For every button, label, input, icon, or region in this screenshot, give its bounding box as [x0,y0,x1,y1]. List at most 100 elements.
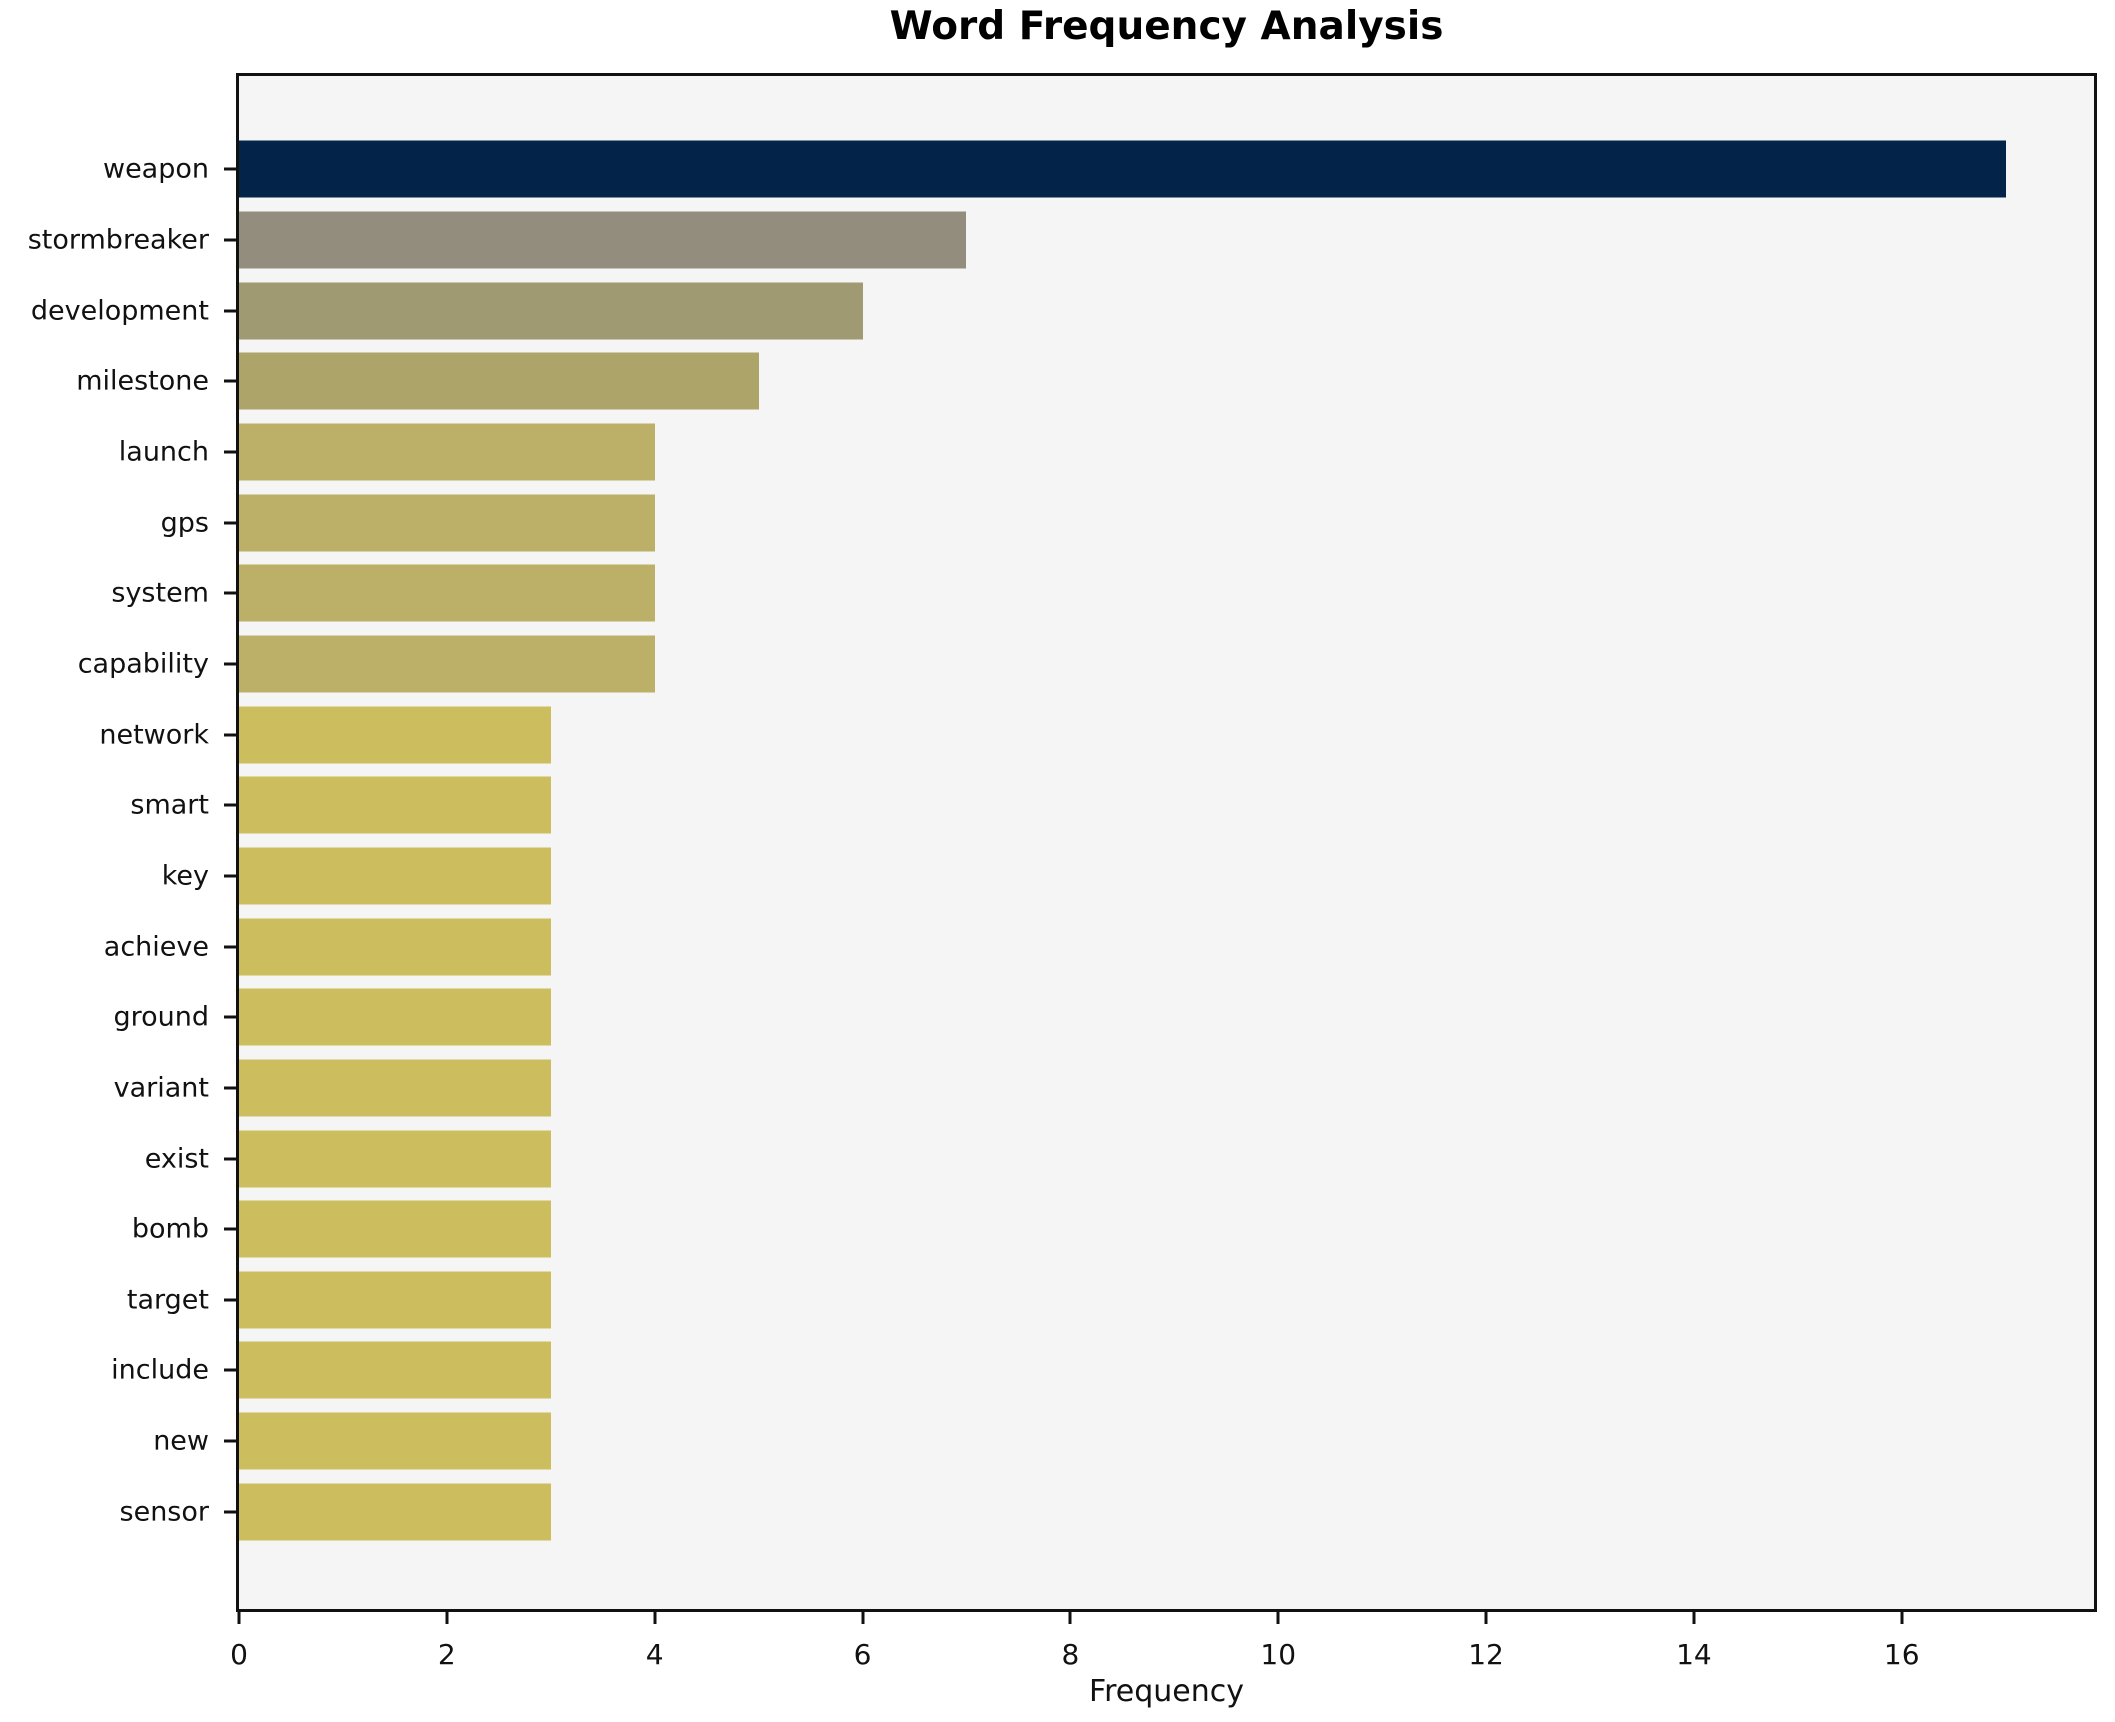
bar-smart [239,776,551,834]
bar-row: exist [145,1123,2094,1194]
y-axis-label: sensor [119,1496,209,1528]
y-axis-label: variant [113,1072,209,1104]
x-tick-label: 4 [645,1638,664,1671]
chart-title: Word Frequency Analysis [889,4,1444,49]
bar-development [239,282,863,340]
bars-container: weapon stormbreaker development milestone la… [28,76,2094,1609]
bar-row: milestone [76,346,2094,417]
bar-sensor [239,1483,551,1541]
bar-system [239,564,655,622]
y-tick [224,1227,236,1231]
x-tick [1068,1612,1072,1624]
x-tick-label: 16 [1883,1638,1920,1671]
y-tick [224,874,236,878]
y-axis-label: key [161,860,209,892]
bar-stormbreaker [239,211,967,269]
bar-milestone [239,352,759,410]
bar-target [239,1271,551,1329]
y-tick [224,1510,236,1514]
y-tick [224,662,236,666]
y-tick [224,1015,236,1019]
y-axis-label: launch [118,436,209,468]
y-axis-label: weapon [102,153,209,185]
y-axis-label: smart [130,789,209,821]
y-axis-label: system [111,577,209,609]
bar-gps [239,494,655,552]
y-tick [224,1368,236,1372]
x-tick [237,1612,241,1624]
x-tick [1900,1612,1904,1624]
y-tick [224,1086,236,1090]
y-axis-label: development [30,295,209,327]
bar-ground [239,988,551,1046]
y-axis-label: stormbreaker [27,224,209,256]
x-tick [653,1612,657,1624]
y-axis-label: target [126,1284,209,1316]
bar-new [239,1412,551,1470]
bar-row: stormbreaker [28,205,2094,276]
y-tick [224,803,236,807]
y-axis-label: bomb [131,1213,209,1245]
x-tick [1692,1612,1696,1624]
y-tick [224,591,236,595]
bar-capability [239,635,655,693]
y-tick [224,238,236,242]
y-tick [224,167,236,171]
y-tick [224,733,236,737]
bar-achieve [239,918,551,976]
y-axis-label: include [111,1354,209,1386]
y-axis-label: new [153,1425,209,1457]
y-tick [224,1439,236,1443]
x-tick-label: 6 [853,1638,872,1671]
x-axis-label: Frequency [1089,1674,1244,1709]
bar-network [239,706,551,764]
bar-row: sensor [120,1476,2094,1547]
bar-row: network [99,699,2094,770]
bar-row: achieve [104,911,2094,982]
bar-launch [239,423,655,481]
x-tick-label: 0 [230,1638,248,1671]
y-axis-label: capability [77,648,209,680]
y-axis-label: network [99,719,209,751]
bar-variant [239,1059,551,1117]
bar-row: include [111,1335,2094,1406]
x-tick-label: 10 [1260,1638,1297,1671]
bar-include [239,1341,551,1399]
x-tick-label: 2 [437,1638,456,1671]
x-tick [1276,1612,1280,1624]
bar-weapon [239,140,2006,198]
y-tick [224,379,236,383]
x-tick-label: 12 [1468,1638,1504,1671]
bar-row: new [153,1406,2094,1477]
bar-row: launch [119,417,2094,488]
y-tick [224,945,236,949]
y-axis-label: exist [144,1143,209,1175]
bar-row: capability [78,629,2094,700]
y-tick [224,450,236,454]
bar-row: system [111,558,2094,629]
bar-exist [239,1130,551,1188]
y-tick [224,309,236,313]
x-tick-label: 14 [1676,1638,1712,1671]
bar-row: bomb [132,1194,2094,1265]
x-tick [861,1612,865,1624]
bar-key [239,847,551,905]
bar-row: key [162,841,2094,912]
bar-row: development [31,275,2094,346]
y-axis-label: milestone [76,365,209,397]
bar-row: ground [113,982,2094,1053]
bar-row: target [127,1265,2094,1336]
bar-row: weapon [103,134,2094,205]
y-tick [224,521,236,525]
bar-row: gps [161,487,2094,558]
x-tick [1484,1612,1488,1624]
x-tick [445,1612,449,1624]
bar-bomb [239,1200,551,1258]
y-axis-label: gps [160,507,209,539]
y-tick [224,1298,236,1302]
plot-area: weapon stormbreaker development milestone la… [28,73,2097,1671]
bar-row: smart [130,770,2094,841]
y-tick [224,1157,236,1161]
y-axis-label: achieve [103,931,209,963]
